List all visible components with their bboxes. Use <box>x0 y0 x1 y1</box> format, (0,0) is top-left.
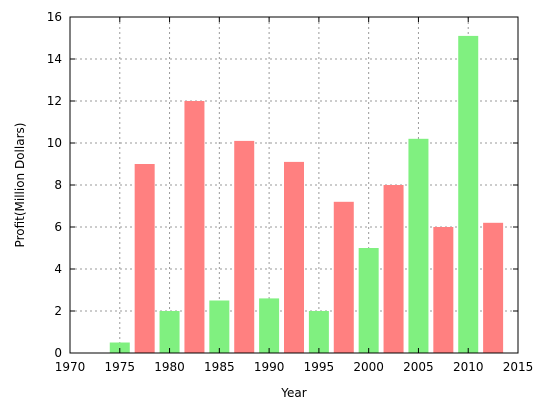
x-tick-label: 1985 <box>204 360 235 374</box>
x-tick-label: 1990 <box>254 360 285 374</box>
bar-series1 <box>358 248 379 353</box>
y-axis-title: Profit(Million Dollars) <box>13 123 27 248</box>
x-axis-title: Year <box>280 386 306 400</box>
bar-series2 <box>134 164 155 353</box>
bar-series2 <box>433 227 454 353</box>
x-tick-label: 1970 <box>55 360 86 374</box>
bars <box>109 35 504 354</box>
bar-series2 <box>483 222 504 353</box>
y-tick-label: 12 <box>47 94 62 108</box>
bar-series2 <box>383 185 404 353</box>
x-tick-label: 1975 <box>105 360 136 374</box>
bar-series1 <box>209 300 230 353</box>
bar-series2 <box>184 101 205 353</box>
bar-series1 <box>109 342 130 353</box>
y-tick-label: 16 <box>47 10 62 24</box>
x-tick-label: 1995 <box>304 360 335 374</box>
y-tick-label: 8 <box>54 178 62 192</box>
x-tick-label: 2005 <box>403 360 434 374</box>
x-tick-label: 2000 <box>353 360 384 374</box>
bar-series1 <box>308 311 329 353</box>
axis-ticks: 1970 1975 1980 1985 1990 1995 2000 2005 2010 2015… <box>47 10 534 374</box>
x-tick-label: 2015 <box>503 360 534 374</box>
x-tick-label: 2010 <box>453 360 484 374</box>
bar-series2 <box>284 161 304 353</box>
bar-series1 <box>458 35 479 354</box>
y-tick-label: 14 <box>47 52 62 66</box>
bar-series1 <box>159 311 180 353</box>
y-tick-label: 0 <box>54 346 62 360</box>
bar-series2 <box>234 140 255 353</box>
y-tick-label: 10 <box>47 136 62 150</box>
y-tick-label: 6 <box>54 220 62 234</box>
bar-series1 <box>259 298 280 353</box>
y-tick-label: 2 <box>54 304 62 318</box>
bar-series1 <box>408 138 429 353</box>
bar-series2 <box>333 201 354 353</box>
x-tick-label: 1980 <box>154 360 185 374</box>
y-tick-label: 4 <box>54 262 62 276</box>
